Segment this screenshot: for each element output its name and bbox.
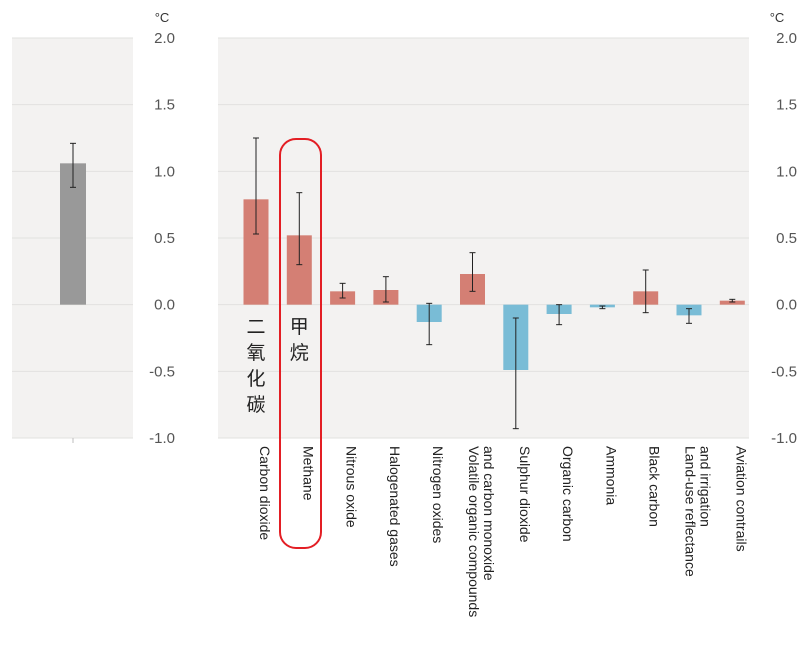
right-y-axis: 2.0 1.5 1.0 0.5 0.0 -0.5 -1.0 [771,30,797,447]
category-label-volatile-organic-compounds-and-carbon-monoxide: and carbon monoxide [481,446,497,581]
category-label-land-use-reflectance-and-irrigation: Land-use reflectance [683,446,699,577]
right-tick-label: 1.5 [776,97,797,114]
left-unit-label: °C [155,10,170,25]
category-label-black-carbon: Black carbon [647,446,663,527]
category-label-methane: Methane [300,446,316,501]
right-tick-label: 0.0 [776,297,797,314]
left-tick-label: 1.5 [154,97,175,114]
category-label-nitrogen-oxides: Nitrogen oxides [430,446,446,543]
category-label-carbon-dioxide: Carbon dioxide [257,446,273,540]
category-label-land-use-reflectance-and-irrigation: and irrigation [698,446,714,527]
right-tick-label: 1.0 [776,163,797,180]
right-tick-label: -0.5 [771,363,797,380]
category-label-aviation-contrails: Aviation contrails [733,446,749,552]
right-tick-label: -1.0 [771,430,797,447]
category-labels: Carbon dioxide Methane Nitrous oxide Haloge… [257,446,749,617]
category-label-ammonia: Ammonia [603,446,619,505]
chinese-annotation-char: 烷 [290,342,309,364]
left-tick-label: -1.0 [149,430,175,447]
right-tick-label: 0.5 [776,230,797,247]
left-tick-label: 1.0 [154,163,175,180]
chinese-annotation-char: 化 [246,368,265,390]
chinese-annotation-char: 氧 [246,342,265,364]
left-tick-label: 0.0 [154,297,175,314]
right-bars [243,137,745,430]
left-bars [60,142,86,305]
chinese-annotation-char: 碳 [246,394,265,416]
category-label-halogenated-gases: Halogenated gases [387,446,403,567]
chinese-annotation-char: 甲 [290,316,309,338]
left-tick-label: -0.5 [149,363,175,380]
left-tick-label: 0.5 [154,230,175,247]
right-unit-label: °C [770,10,785,25]
category-label-volatile-organic-compounds-and-carbon-monoxide: Volatile organic compounds [466,446,482,617]
bar-aviation-contrails [719,300,745,305]
right-tick-label: 2.0 [776,30,797,47]
category-label-sulphur-dioxide: Sulphur dioxide [517,446,533,543]
left-y-axis: 2.0 1.5 1.0 0.5 0.0 -0.5 -1.0 [72,30,175,447]
category-label-organic-carbon: Organic carbon [560,446,576,542]
category-label-nitrous-oxide: Nitrous oxide [344,446,360,528]
methane-highlight-box [279,138,322,549]
left-tick-label: 2.0 [154,30,175,47]
chinese-annotation-char: 二 [246,316,265,338]
